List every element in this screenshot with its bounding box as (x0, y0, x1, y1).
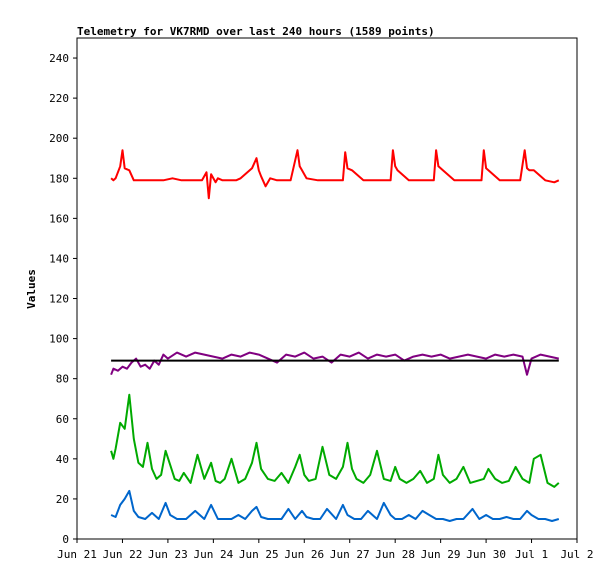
series-lines (110, 149, 560, 522)
x-tick-label: Jul 1 (515, 548, 548, 561)
y-tick-label: 100 (49, 333, 69, 346)
plot-area (76, 37, 578, 540)
x-tick-label: Jun 27 (330, 548, 370, 561)
y-tick-label: 200 (49, 132, 69, 145)
y-tick-label: 140 (49, 252, 69, 265)
y-tick-label: 120 (49, 293, 69, 306)
x-tick-label: Jun 28 (375, 548, 415, 561)
y-tick-label: 60 (56, 413, 69, 426)
y-tick-label: 220 (49, 92, 69, 105)
y-tick-label: 40 (56, 453, 69, 466)
y-tick-label: 0 (62, 533, 69, 546)
x-tick-label: Jun 30 (466, 548, 506, 561)
x-tick-label: Jun 21 (57, 548, 97, 561)
x-tick-label: Jul 2 (560, 548, 593, 561)
y-tick-label: 80 (56, 373, 69, 386)
x-tick-label: Jun 26 (284, 548, 324, 561)
y-tick-label: 160 (49, 212, 69, 225)
chart-title: Telemetry for VK7RMD over last 240 hours… (77, 25, 435, 38)
y-tick-label: 20 (56, 493, 69, 506)
y-tick-label: 240 (49, 52, 69, 65)
x-tick-label: Jun 23 (148, 548, 188, 561)
x-tick-label: Jun 25 (239, 548, 279, 561)
series-line-2 (110, 393, 560, 488)
x-axis: Jun 21 Jun 22 Jun 23 Jun 24 Jun 25 Jun 26 Jun … (57, 539, 594, 561)
series-line-1 (110, 351, 560, 376)
y-tick-label: 180 (49, 172, 69, 185)
x-tick-label: Jun 24 (193, 548, 233, 561)
x-tick-label: Jun 22 (103, 548, 143, 561)
y-axis-label: Values (25, 269, 38, 309)
series-line-3 (110, 489, 560, 522)
y-axis: 0 20 40 60 80 100 120 140 160 180 200 220 240 (49, 52, 77, 546)
series-line-0 (110, 149, 560, 200)
x-tick-label: Jun 29 (421, 548, 461, 561)
